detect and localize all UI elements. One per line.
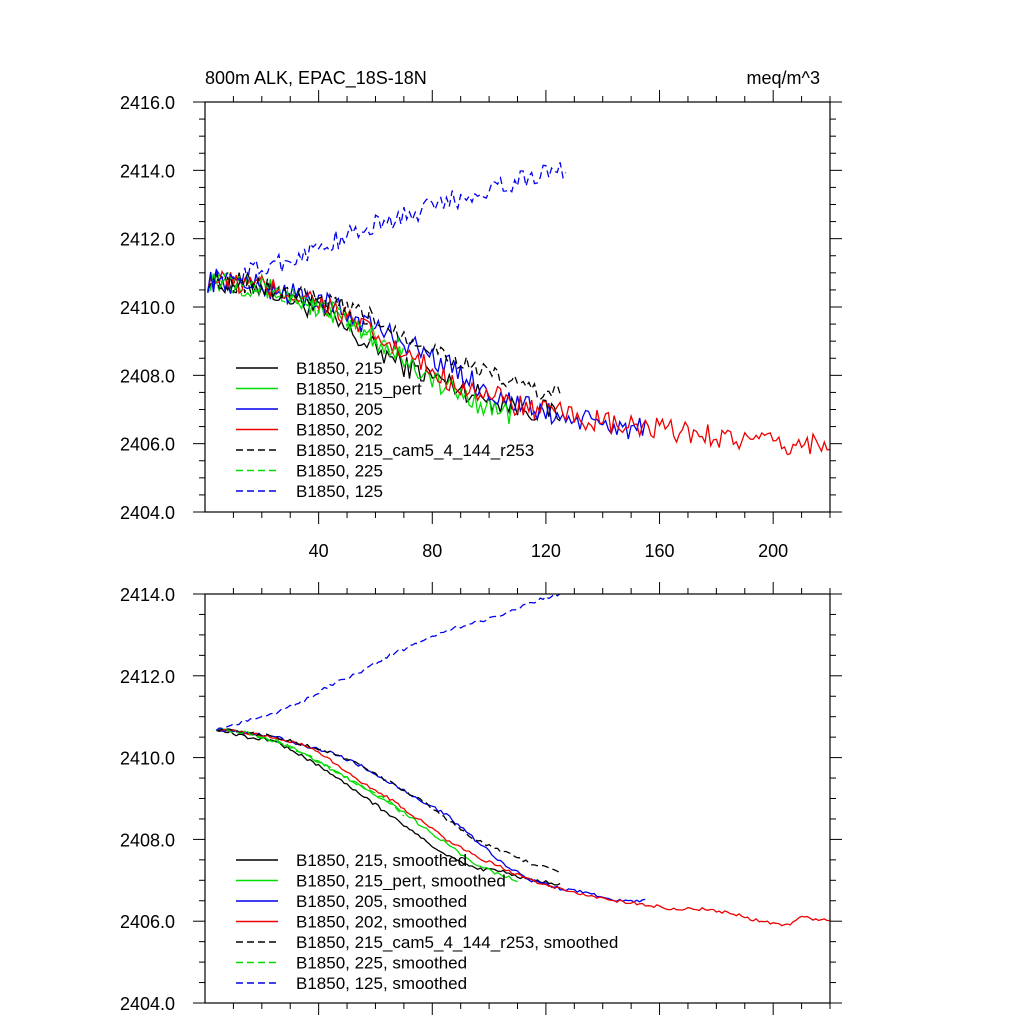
y-tick-label: 2412.0: [120, 667, 175, 687]
legend-label-3: B1850, 205: [296, 400, 383, 419]
series-line-7: [207, 162, 567, 294]
series-group: [207, 162, 830, 456]
y-tick-label: 2410.0: [120, 749, 175, 769]
x-tick-label: 80: [422, 541, 442, 561]
legend-label-7: B1850, 125: [296, 482, 383, 501]
y-tick-label: 2410.0: [120, 298, 175, 318]
legend-label-6: B1850, 225: [296, 462, 383, 481]
series-group: [215, 594, 830, 927]
legend-label-4: B1850, 202: [296, 421, 383, 440]
legend-label-3: B1850, 205, smoothed: [296, 892, 467, 911]
y-tick-label: 2414.0: [120, 585, 175, 605]
y-tick-label: 2404.0: [120, 994, 175, 1014]
y-tick-label: 2406.0: [120, 435, 175, 455]
series-line-7: [215, 594, 561, 731]
series-line-6: [207, 271, 405, 356]
legend-label-6: B1850, 225, smoothed: [296, 954, 467, 973]
y-tick-label: 2404.0: [120, 503, 175, 523]
chart-panel-1: 2404.0 2406.0 2408.0 2410.0 2412.0 2414.0 2416…: [120, 90, 842, 561]
chart-panel-2: 2404.0 2406.0 2408.0 2410.0 2412.0 2414.0 B185…: [120, 582, 842, 1015]
legend-label-1: B1850, 215: [296, 359, 383, 378]
y-tick-label: 2416.0: [120, 93, 175, 113]
x-tick-label: 160: [645, 541, 675, 561]
series-line-6: [216, 727, 405, 817]
legend-label-5: B1850, 215_cam5_4_144_r253, smoothed: [296, 933, 618, 952]
y-tick-label: 2412.0: [120, 230, 175, 250]
series-line-2: [216, 727, 518, 883]
chart-title: 800m ALK, EPAC_18S-18N: [205, 68, 427, 89]
chart-units: meq/m^3: [747, 68, 820, 88]
legend-label-1: B1850, 215, smoothed: [296, 851, 467, 870]
x-tick-label: 40: [309, 541, 329, 561]
legend-label-2: B1850, 215_pert, smoothed: [296, 872, 506, 891]
x-tick-label: 200: [758, 541, 788, 561]
legend-label-5: B1850, 215_cam5_4_144_r253: [296, 441, 534, 460]
y-tick-label: 2408.0: [120, 366, 175, 386]
y-tick-label: 2408.0: [120, 830, 175, 850]
legend-label-7: B1850, 125, smoothed: [296, 974, 467, 993]
legend-label-2: B1850, 215_pert: [296, 380, 422, 399]
x-tick-label: 120: [531, 541, 561, 561]
series-line-4: [216, 728, 830, 927]
legend: B1850, 215, smoothed B1850, 215_pert, smo…: [236, 851, 618, 993]
legend-label-4: B1850, 202, smoothed: [296, 913, 467, 932]
y-tick-label: 2414.0: [120, 161, 175, 181]
series-line-5: [207, 269, 561, 401]
y-tick-label: 2406.0: [120, 912, 175, 932]
